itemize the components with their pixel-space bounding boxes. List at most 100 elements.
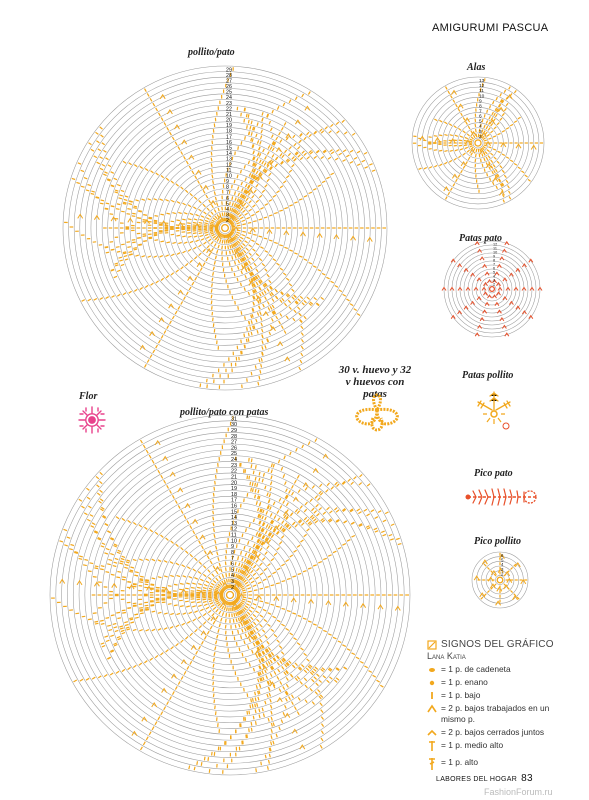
round-ring (119, 484, 341, 706)
increase-mark (169, 471, 176, 477)
stitch-mark (209, 560, 213, 565)
stitch-mark (193, 196, 198, 200)
stitch-mark (247, 560, 251, 565)
round-number: 3 (226, 213, 229, 219)
stitch-mark (239, 282, 242, 287)
stitch-mark (123, 255, 128, 258)
stitch-mark (448, 159, 453, 163)
stitch-mark (100, 134, 104, 138)
stitch-mark (66, 536, 71, 539)
stitch-mark (261, 670, 264, 675)
stitch-mark (270, 603, 275, 606)
stitch-mark (157, 628, 162, 631)
stitch-mark (183, 155, 186, 160)
round-ring (68, 71, 382, 385)
stitch-mark (213, 591, 218, 594)
stitch-mark (223, 606, 227, 611)
stitch-mark (270, 666, 274, 670)
stitch-mark (219, 595, 224, 598)
stitch-mark (220, 233, 224, 238)
stitch-mark (203, 211, 207, 215)
stitch-mark (257, 553, 261, 558)
stitch-mark (258, 153, 262, 157)
stitch-mark (239, 602, 243, 606)
stitch-mark (259, 677, 262, 682)
stitch-mark (359, 473, 363, 478)
series-title: AMIGURUMI PASCUA (432, 22, 549, 34)
stitch-mark (454, 134, 459, 137)
stitch-mark (279, 244, 283, 247)
stitch-mark (250, 555, 254, 560)
stitch-mark (157, 611, 162, 614)
stitch-mark (145, 609, 150, 611)
stitch-mark (282, 102, 286, 107)
stitch-mark (493, 126, 497, 130)
stitch-mark (230, 601, 232, 606)
stitch-mark (258, 708, 261, 713)
stitch-mark (216, 202, 219, 206)
stitch-mark (215, 223, 220, 226)
stitch-mark (200, 215, 205, 218)
stitch-mark (227, 245, 229, 250)
stitch-mark (236, 174, 239, 179)
stitch-mark (160, 534, 164, 538)
stitch-mark (250, 580, 255, 584)
stitch-mark (493, 169, 496, 174)
stitch-mark (103, 674, 108, 678)
stitch-mark (145, 579, 149, 582)
stitch-mark (126, 213, 131, 215)
stitch-mark (251, 636, 255, 641)
round-number: 3 (231, 579, 234, 585)
stitch-mark (198, 625, 203, 629)
stitch-mark (334, 679, 338, 683)
round-ring (163, 166, 287, 290)
increase-icon (427, 704, 437, 713)
stitch-mark (278, 541, 283, 545)
stitch-mark (269, 293, 273, 297)
stitch-mark (254, 703, 257, 708)
stitch-mark (252, 543, 256, 548)
stitch-mark (203, 550, 207, 555)
stitch-mark (481, 135, 485, 139)
stitch-mark (281, 154, 285, 159)
stitch-mark (101, 542, 106, 546)
caption-wings: Alas (467, 62, 486, 73)
stitch-mark (216, 250, 219, 254)
stitch-mark (116, 551, 121, 555)
stitch-mark (479, 256, 485, 261)
round-number: 4 (479, 124, 482, 130)
stitch-mark (327, 633, 332, 636)
stitch-mark (282, 180, 287, 184)
stitch-mark (208, 589, 213, 592)
stitch-mark (275, 605, 280, 608)
stitch-mark (428, 166, 433, 169)
stitch-mark (314, 691, 319, 695)
stitch-mark (236, 574, 240, 579)
increase-mark (333, 233, 340, 240)
stitch-mark (259, 562, 263, 567)
stitch-mark (285, 662, 289, 667)
stitch-mark (280, 291, 284, 296)
stitch-mark (258, 286, 262, 291)
stitch-mark (259, 311, 262, 316)
stitch-mark (453, 157, 457, 161)
stitch-mark (467, 156, 471, 161)
stitch-mark (219, 597, 224, 600)
stitch-mark (133, 288, 138, 292)
stitch-mark (285, 670, 289, 674)
stitch-mark (238, 206, 242, 210)
stitch-mark (458, 144, 463, 147)
stitch-mark (509, 159, 514, 163)
stitch-mark (234, 234, 238, 238)
stitch-mark (314, 666, 319, 670)
increase-mark (192, 518, 199, 524)
stitch-mark (163, 330, 167, 334)
stitch-mark (243, 579, 247, 584)
stitch-mark (100, 545, 105, 548)
stitch-mark (288, 526, 292, 530)
stitch-mark (234, 242, 238, 247)
stitch-mark (96, 140, 100, 144)
stitch-mark (434, 118, 438, 122)
stitch-mark (488, 105, 492, 109)
stitch-mark (496, 291, 501, 296)
